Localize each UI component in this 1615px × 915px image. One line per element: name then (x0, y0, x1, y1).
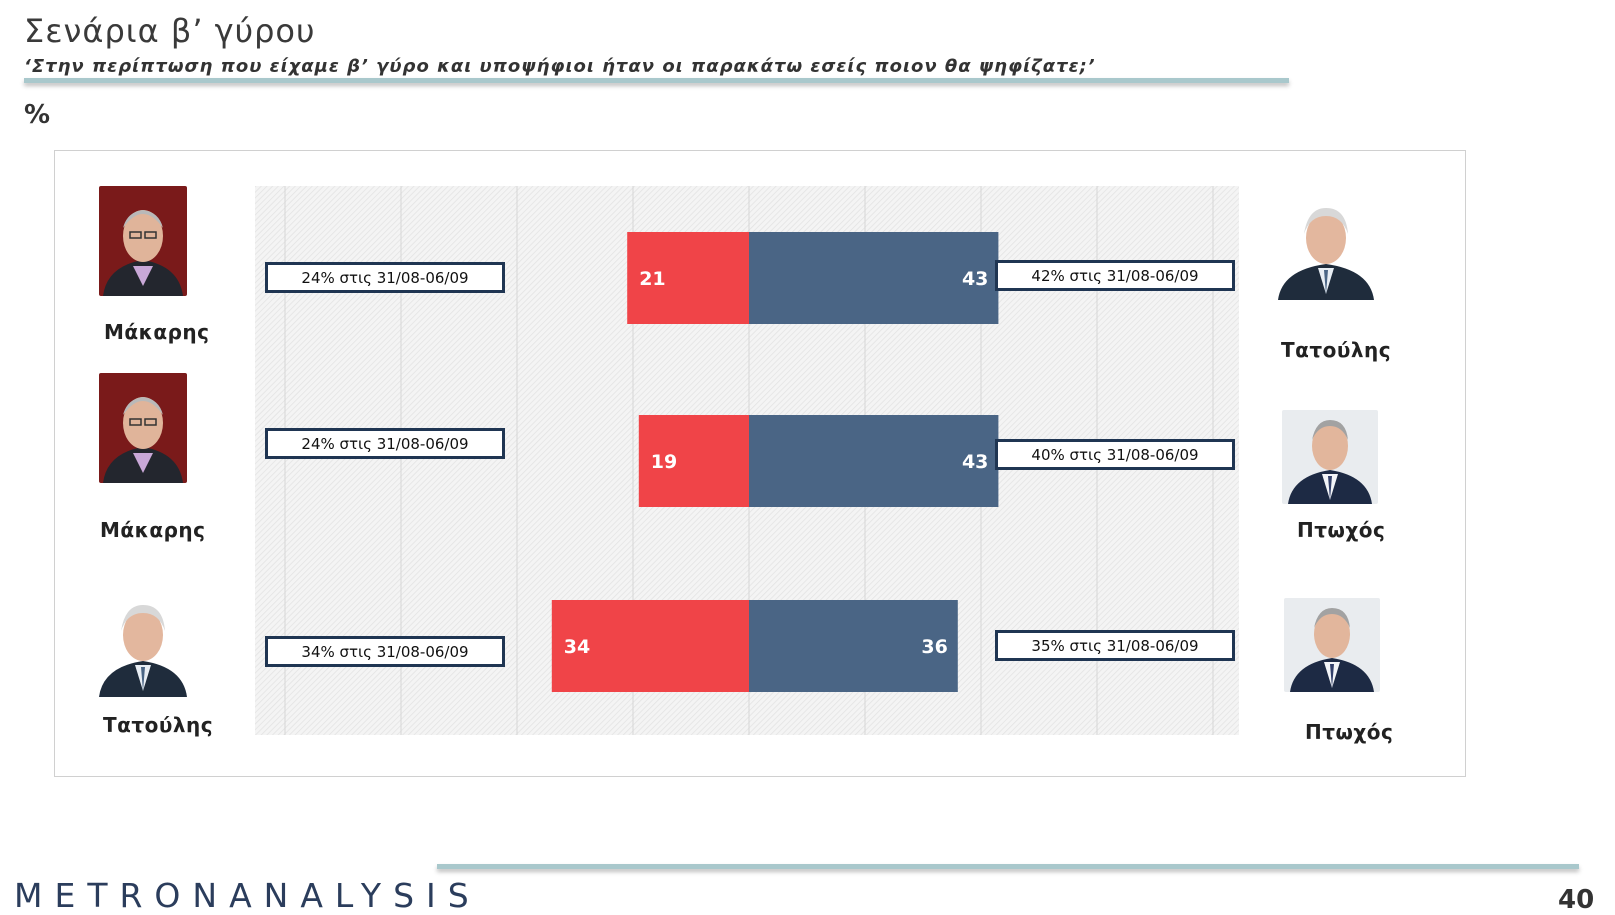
right-candidate-name-1: Τατούλης (1281, 338, 1392, 362)
left-previous-callout-2: 24% στις 31/08-06/09 (265, 428, 505, 459)
left-previous-callout-3: 34% στις 31/08-06/09 (265, 636, 505, 667)
right-previous-callout-2: 40% στις 31/08-06/09 (995, 439, 1235, 470)
bar-right-label-2: 43 (962, 451, 988, 473)
bar-left-1 (627, 232, 749, 324)
page-title: Σενάρια β’ γύρου (24, 12, 316, 50)
bar-left-2 (638, 415, 749, 507)
left-candidate-name-1: Μάκαρης (104, 320, 210, 344)
right-candidate-name-2: Πτωχός (1297, 518, 1386, 542)
bar-right-label-1: 43 (962, 268, 988, 290)
right-previous-callout-3: 35% στις 31/08-06/09 (995, 630, 1235, 661)
left-candidate-name-3: Τατούλης (103, 713, 214, 737)
bar-left-label-2: 19 (651, 451, 677, 473)
candidate-photo-makaris (99, 186, 187, 296)
bar-left-label-3: 34 (564, 636, 590, 658)
bar-right-2 (749, 415, 999, 507)
candidate-photo-tatoulis-left (97, 595, 189, 697)
candidate-photo-tatoulis (1276, 198, 1378, 300)
page-subtitle: ‘Στην περίπτωση που είχαμε β’ γύρο και υ… (24, 56, 1096, 77)
left-previous-callout-1: 24% στις 31/08-06/09 (265, 262, 505, 293)
footer-divider (437, 864, 1579, 869)
right-candidate-name-3: Πτωχός (1305, 720, 1394, 744)
candidate-photo-makaris-2 (99, 373, 187, 483)
bar-left-3 (551, 600, 749, 692)
bar-left-label-1: 21 (639, 268, 665, 290)
bar-right-3 (749, 600, 958, 692)
bar-right-label-3: 36 (921, 636, 947, 658)
page-number: 40 (1558, 885, 1595, 915)
right-previous-callout-1: 42% στις 31/08-06/09 (995, 260, 1235, 291)
metronanalysis-logo: METRONANALYSIS (14, 876, 481, 915)
left-candidate-name-2: Μάκαρης (100, 518, 206, 542)
unit-label: % (24, 100, 51, 130)
candidate-photo-ptochos-2 (1284, 598, 1380, 692)
bar-right-1 (749, 232, 999, 324)
candidate-photo-ptochos (1282, 410, 1378, 504)
title-divider (24, 78, 1289, 83)
